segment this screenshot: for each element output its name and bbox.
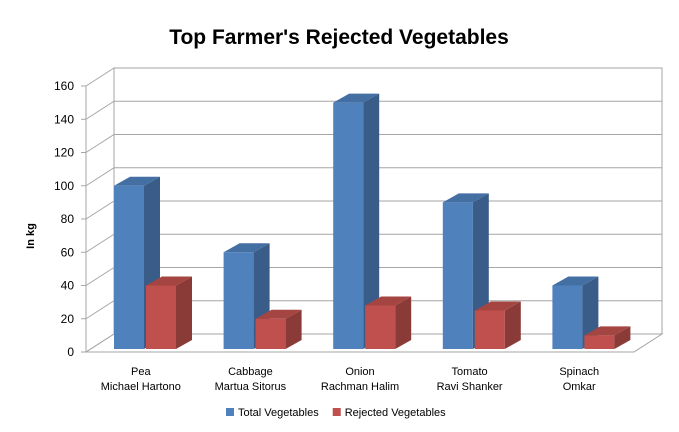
- floor: [84, 333, 664, 353]
- x-tick-label: Tomato: [452, 366, 488, 378]
- bar-front: [365, 305, 396, 349]
- bar: [146, 276, 192, 349]
- x-tick-label: Onion: [345, 366, 374, 378]
- legend-item: Total Vegetables: [226, 407, 319, 419]
- bar: [474, 301, 521, 349]
- y-tick-label: 120: [54, 146, 74, 160]
- bar-top: [552, 276, 599, 286]
- x-tick-label: Michael Hartono: [101, 381, 181, 393]
- bar-top: [333, 93, 380, 103]
- bar-front: [333, 102, 364, 349]
- bar: [365, 296, 412, 349]
- y-tick-label: 0: [67, 345, 74, 359]
- x-tick-label: Rachman Halim: [321, 381, 399, 393]
- bar-front: [146, 285, 176, 349]
- y-tick-label: 40: [61, 279, 75, 293]
- bar-front: [442, 202, 473, 349]
- gridline: [85, 167, 662, 187]
- y-axis-label: In kg: [25, 223, 37, 249]
- bar-front: [255, 318, 286, 349]
- bar-top: [474, 301, 521, 311]
- bar-front: [474, 310, 505, 349]
- bar-front: [223, 252, 254, 349]
- legend-swatch: [332, 408, 341, 416]
- bar-front: [114, 185, 144, 349]
- chart-title: Top Farmer's Rejected Vegetables: [169, 26, 509, 49]
- bar-side: [363, 93, 380, 349]
- bar-top: [223, 243, 270, 253]
- plot-area: 0 20 40 60 80 100 120 140 160 Pea Michael Hartono C…: [54, 67, 664, 393]
- bar-top: [442, 193, 489, 203]
- y-tick-label: 80: [61, 212, 75, 226]
- legend-label: Rejected Vegetables: [345, 407, 446, 419]
- bar: [584, 326, 631, 349]
- x-tick-label: Cabbage: [228, 366, 273, 378]
- x-tick-label: Martua Sitorus: [215, 381, 287, 393]
- gridline: [85, 134, 662, 153]
- legend: Total Vegetables Rejected Vegetables: [226, 407, 446, 419]
- bar-front: [552, 285, 583, 349]
- gridline: [85, 100, 662, 120]
- bar-front: [584, 335, 615, 349]
- legend-swatch: [226, 408, 234, 416]
- x-tick-label: Ravi Shanker: [437, 381, 503, 393]
- y-tick-label: 160: [54, 79, 74, 93]
- y-tick-label: 100: [54, 179, 74, 193]
- bar-side: [285, 309, 302, 349]
- x-tick-label: Omkar: [563, 381, 596, 393]
- bar: [333, 93, 380, 349]
- bar-top: [146, 276, 192, 286]
- legend-item: Rejected Vegetables: [332, 407, 446, 419]
- bar-side: [395, 296, 412, 349]
- bar-top: [255, 309, 302, 319]
- x-tick-label: Spinach: [559, 366, 599, 378]
- bar-side: [504, 301, 521, 349]
- y-tick-label: 20: [61, 312, 75, 326]
- bar-top: [365, 296, 412, 306]
- bar-side: [176, 276, 192, 349]
- bar: [255, 309, 302, 349]
- bar-top: [584, 326, 631, 336]
- y-tick-label: 140: [54, 112, 74, 126]
- y-tick-label: 60: [61, 245, 75, 259]
- legend-label: Total Vegetables: [238, 407, 319, 419]
- bar-side: [614, 326, 631, 349]
- x-tick-label: Pea: [131, 366, 151, 378]
- bar-top: [114, 176, 160, 186]
